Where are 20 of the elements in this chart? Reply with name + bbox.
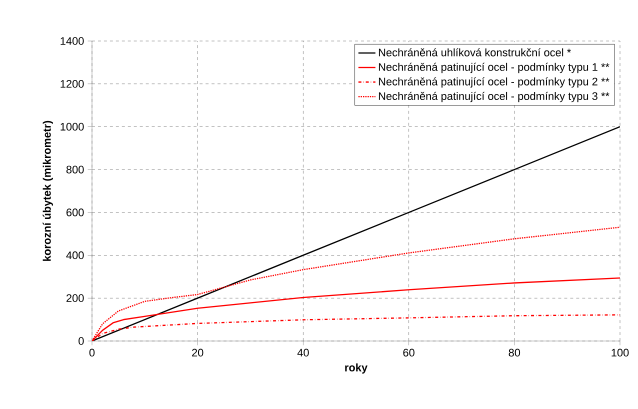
y-tick-label: 1200	[60, 80, 84, 88]
x-tick-label: 20	[192, 348, 204, 357]
y-axis-title: korozní úbytek (mikrometr)	[42, 120, 53, 261]
y-tick-label: 0	[78, 337, 84, 345]
x-tick-label: 0	[89, 348, 95, 357]
y-tick-label: 1400	[60, 37, 84, 45]
y-tick-label: 800	[66, 166, 84, 174]
legend-label: Nechráněná patinující ocel - podmínky typu 3 **	[378, 92, 610, 102]
x-tick-label: 80	[508, 348, 520, 357]
x-tick-label: 60	[403, 348, 414, 357]
legend-label: Nechráněná uhlíková konstrukční ocel *	[378, 48, 571, 56]
x-axis-title: roky	[345, 363, 368, 374]
legend-label: Nechráněná patinující ocel - podmínky typu 2 **	[378, 77, 610, 88]
y-tick-label: 200	[66, 294, 84, 302]
legend-label: Nechráněná patinující ocel - podmínky typu 1 **	[378, 62, 610, 74]
x-tick-label: 40	[297, 348, 309, 357]
y-tick-label: 1000	[60, 122, 84, 131]
y-tick-label: 400	[66, 251, 84, 260]
x-tick-label: 100	[612, 348, 629, 357]
y-tick-label: 600	[66, 208, 84, 216]
